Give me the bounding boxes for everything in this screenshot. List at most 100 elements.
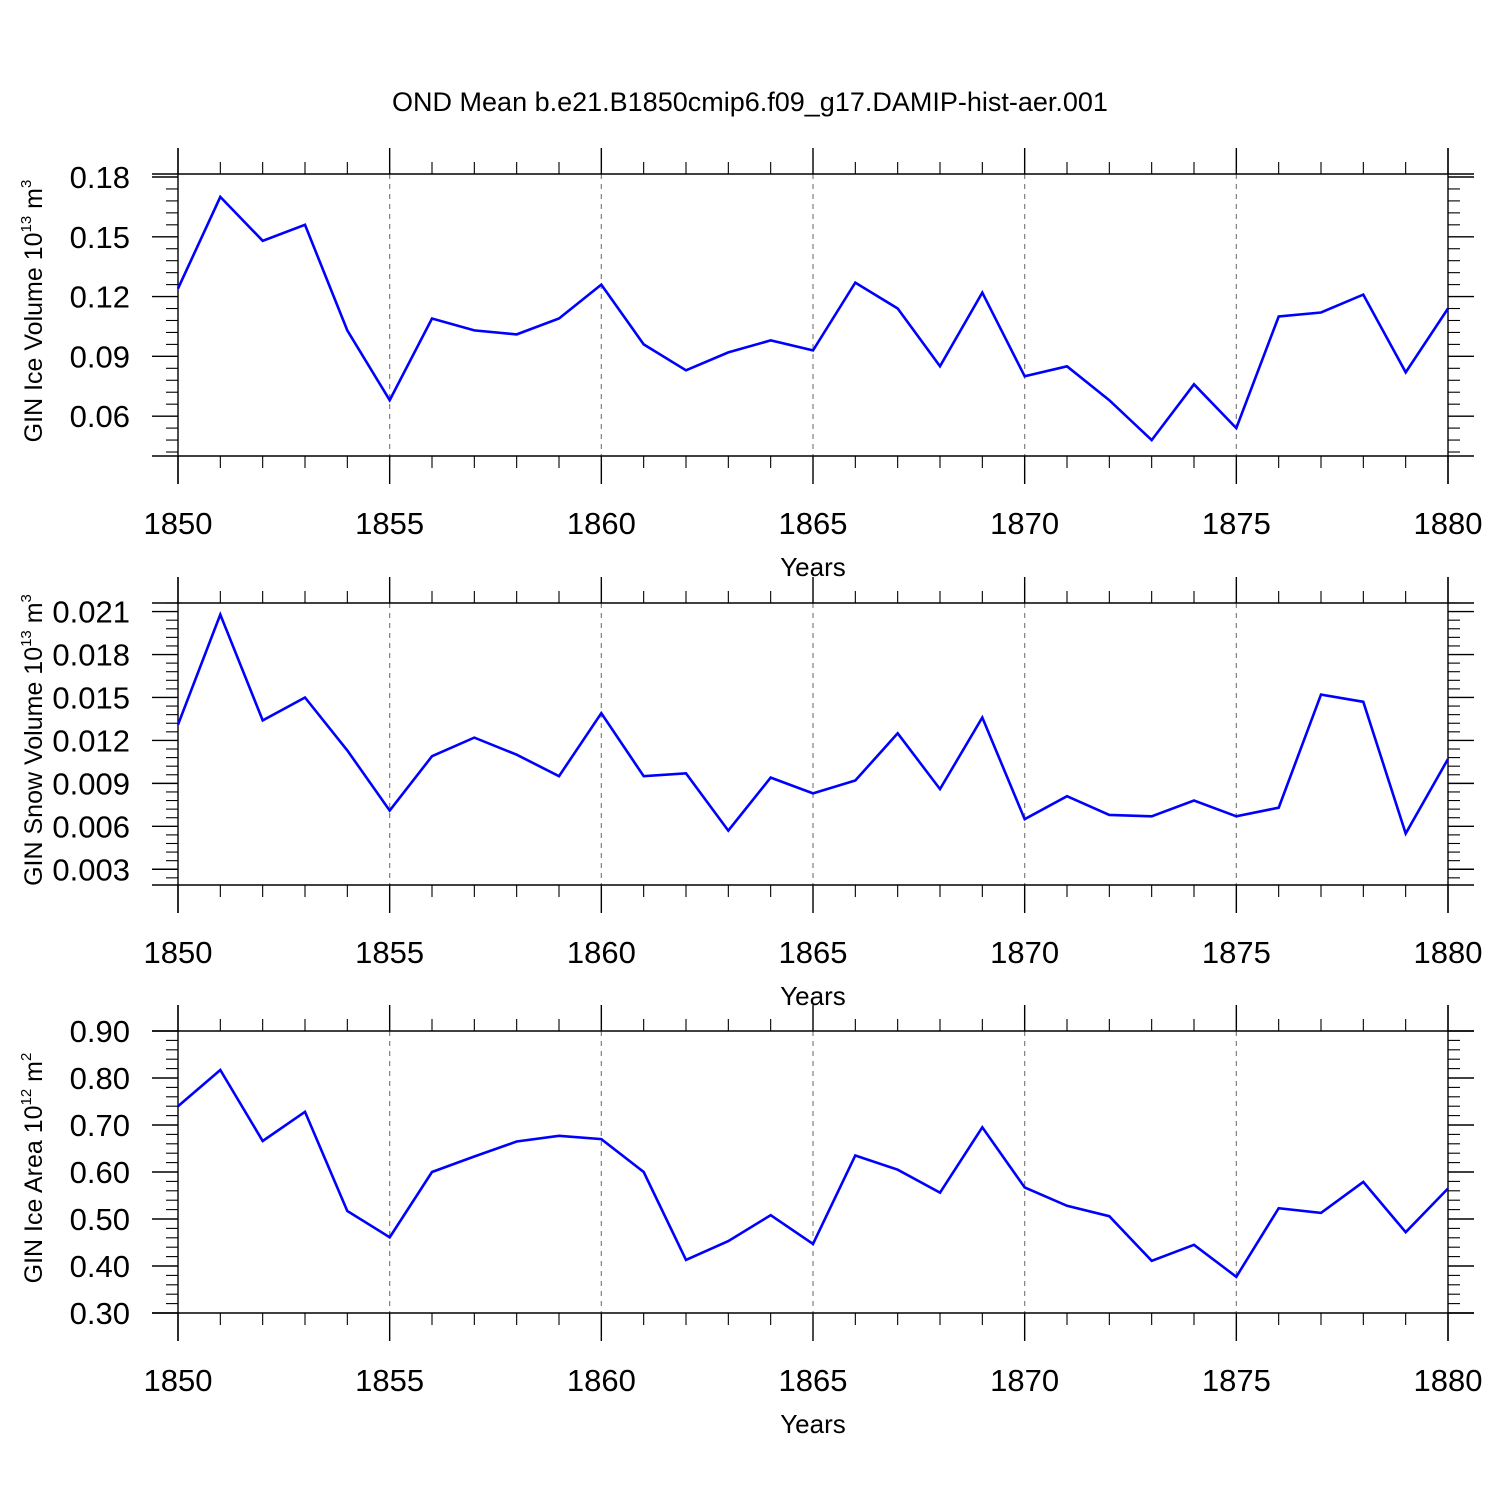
- data-point: [388, 398, 392, 402]
- data-point: [896, 307, 900, 311]
- chart-panel-2: 0.003 0.006 0.009 0.012 0.015 0.018 0.021 1850 1…: [18, 577, 1482, 1011]
- data-point: [642, 774, 646, 778]
- data-point: [1404, 831, 1408, 835]
- x-tick-label: 1865: [779, 935, 848, 970]
- y-axis-title-unit-exponent: 2: [18, 1053, 35, 1061]
- data-point: [1446, 307, 1450, 311]
- y-axis-title: GIN Ice Area 1012 m2: [18, 1053, 48, 1284]
- x-tick-label: 1850: [144, 1363, 213, 1398]
- data-point: [1023, 817, 1027, 821]
- data-point: [1446, 1186, 1450, 1190]
- x-tick-label: 1870: [990, 935, 1059, 970]
- data-point: [218, 195, 222, 199]
- data-point: [1277, 806, 1281, 810]
- data-point: [1361, 1180, 1365, 1184]
- data-point: [557, 1134, 561, 1138]
- data-point: [769, 776, 773, 780]
- x-tick-label: 1875: [1202, 1363, 1271, 1398]
- data-point: [769, 1213, 773, 1217]
- data-point: [769, 338, 773, 342]
- data-point: [642, 342, 646, 346]
- y-tick-label: 0.09: [70, 339, 130, 374]
- data-point: [684, 368, 688, 372]
- y-axis-title: GIN Snow Volume 1013 m3: [18, 594, 48, 886]
- data-point: [515, 1139, 519, 1143]
- x-tick-label: 1860: [567, 1363, 636, 1398]
- y-axis-title-unit: m: [20, 188, 48, 216]
- data-point: [642, 1170, 646, 1174]
- data-point: [1150, 438, 1154, 442]
- data-point: [938, 787, 942, 791]
- x-tick-label: 1860: [567, 506, 636, 541]
- y-tick-label: 0.18: [70, 160, 130, 195]
- data-point: [1107, 398, 1111, 402]
- data-point: [684, 1258, 688, 1262]
- series-line: [176, 194, 1450, 443]
- y-tick-label: 0.60: [70, 1155, 130, 1190]
- x-tick-label: 1870: [990, 506, 1059, 541]
- data-point: [1023, 1186, 1027, 1190]
- data-point: [218, 612, 222, 616]
- y-axis-title-main: GIN Snow Volume 10: [20, 647, 48, 886]
- y-axis-title-exponent: 13: [18, 630, 35, 647]
- data-point: [599, 1137, 603, 1141]
- chart-panel-3: 0.30 0.40 0.50 0.60 0.70 0.80 0.90 1850 1855 1860…: [18, 1005, 1482, 1439]
- data-point: [853, 1154, 857, 1158]
- data-point: [1446, 757, 1450, 761]
- data-point: [1361, 700, 1365, 704]
- data-point: [1277, 1206, 1281, 1210]
- y-axis-title: GIN Ice Volume 1013 m3: [18, 180, 48, 443]
- x-tick-label: 1880: [1414, 935, 1483, 970]
- data-point: [430, 754, 434, 758]
- data-point: [811, 348, 815, 352]
- data-point: [345, 748, 349, 752]
- data-point: [811, 1242, 815, 1246]
- x-tick-label: 1855: [355, 506, 424, 541]
- y-axis-title-unit: m: [20, 1061, 48, 1089]
- data-point: [1404, 1230, 1408, 1234]
- data-point: [1192, 382, 1196, 386]
- data-point: [1192, 799, 1196, 803]
- data-point: [345, 1209, 349, 1213]
- data-point: [1234, 1275, 1238, 1279]
- data-point: [896, 1168, 900, 1172]
- data-point: [1150, 814, 1154, 818]
- series-line: [176, 610, 1450, 837]
- x-tick-label: 1880: [1414, 1363, 1483, 1398]
- data-point: [176, 1104, 180, 1108]
- data-point: [515, 332, 519, 336]
- series-line: [177, 1068, 1449, 1279]
- data-point: [811, 791, 815, 795]
- y-tick-label: 0.015: [52, 680, 130, 715]
- data-point: [261, 1139, 265, 1143]
- x-tick-label: 1875: [1202, 935, 1271, 970]
- data-point: [1319, 311, 1323, 315]
- data-point: [896, 731, 900, 735]
- y-tick-label: 0.12: [70, 280, 130, 315]
- x-tick-label: 1855: [355, 1363, 424, 1398]
- data-point: [430, 316, 434, 320]
- data-point: [1065, 364, 1069, 368]
- data-point: [472, 328, 476, 332]
- data-point: [472, 736, 476, 740]
- y-tick-label: 0.30: [70, 1296, 130, 1331]
- y-tick-label: 0.40: [70, 1249, 130, 1284]
- x-axis-title: Years: [780, 1409, 846, 1439]
- data-point: [853, 779, 857, 783]
- data-point: [261, 239, 265, 243]
- data-point: [515, 753, 519, 757]
- data-point: [599, 711, 603, 715]
- x-tick-label: 1870: [990, 1363, 1059, 1398]
- data-point: [388, 1235, 392, 1239]
- x-tick-label: 1865: [779, 1363, 848, 1398]
- y-axis-title-unit-exponent: 3: [18, 180, 35, 188]
- y-tick-label: 0.003: [52, 852, 130, 887]
- data-point: [303, 1110, 307, 1114]
- data-point: [853, 281, 857, 285]
- data-point: [303, 695, 307, 699]
- data-point: [938, 364, 942, 368]
- data-point: [1319, 1211, 1323, 1215]
- data-point: [303, 223, 307, 227]
- y-tick-label: 0.90: [70, 1014, 130, 1049]
- data-point: [599, 283, 603, 287]
